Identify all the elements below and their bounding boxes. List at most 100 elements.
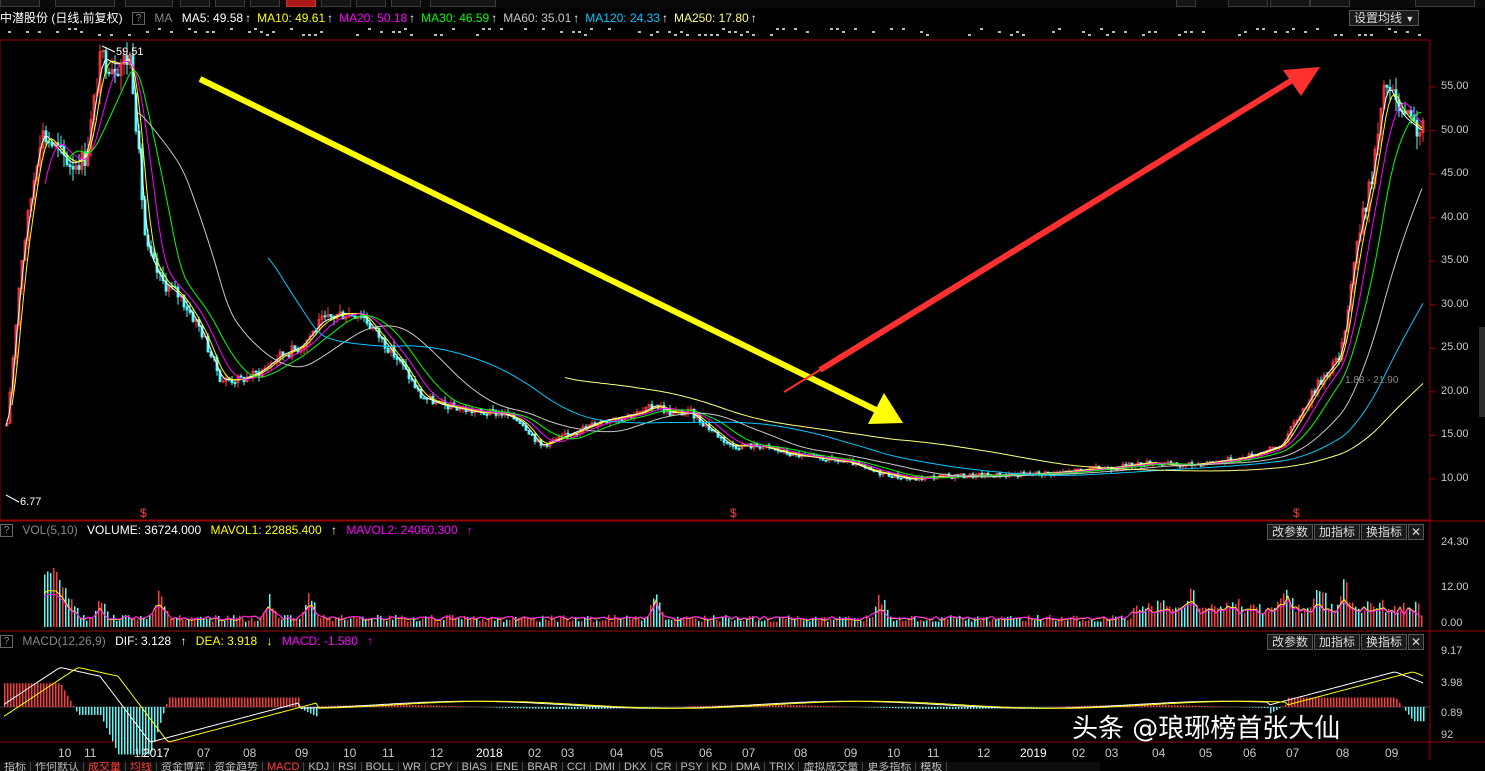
volume-bar bbox=[512, 618, 514, 627]
toolbar-button[interactable] bbox=[180, 0, 210, 7]
indicator-tab[interactable]: 指标 bbox=[0, 762, 31, 771]
macd-bar bbox=[1294, 697, 1296, 707]
macd-indicator[interactable]: MACD(12,26,9) bbox=[22, 634, 106, 648]
volume-bar bbox=[644, 617, 646, 627]
toolbar-button[interactable] bbox=[1176, 0, 1196, 7]
macd-switch-indicator-button[interactable]: 换指标 bbox=[1361, 634, 1408, 650]
volume-bar bbox=[575, 617, 577, 627]
indicator-tab[interactable]: KD bbox=[708, 762, 732, 771]
toolbar-button[interactable] bbox=[1270, 0, 1310, 7]
indicator-tab[interactable]: ENE bbox=[492, 762, 524, 771]
indicator-tab[interactable]: CR bbox=[652, 762, 677, 771]
volume-bar bbox=[1343, 579, 1345, 627]
macd-modify-params-button[interactable]: 改参数 bbox=[1267, 634, 1314, 650]
indicator-tab[interactable]: MACD bbox=[263, 762, 305, 771]
indicator-tab[interactable]: RSI bbox=[334, 762, 362, 771]
volume-bar bbox=[530, 618, 532, 627]
candle-body bbox=[788, 453, 792, 457]
candle-body bbox=[308, 335, 312, 341]
vol-indicator[interactable]: VOL(5,10) bbox=[22, 523, 78, 537]
macd-add-indicator-button[interactable]: 加指标 bbox=[1314, 634, 1361, 650]
indicator-tab[interactable]: DKX bbox=[620, 762, 652, 771]
macd-bar bbox=[1381, 697, 1383, 707]
macd-bar bbox=[319, 706, 321, 707]
indicator-tab[interactable]: BIAS bbox=[458, 762, 492, 771]
scrollbar[interactable] bbox=[1479, 327, 1485, 417]
event-marker bbox=[290, 28, 293, 30]
macd-bar bbox=[811, 705, 813, 707]
toolbar-button[interactable] bbox=[430, 0, 496, 7]
toolbar-button[interactable] bbox=[1415, 0, 1475, 7]
toolbar-button[interactable] bbox=[321, 0, 351, 7]
volume-bar bbox=[524, 616, 526, 627]
macd-bar bbox=[826, 705, 828, 707]
indicator-tab[interactable]: 均线 bbox=[126, 762, 157, 771]
toolbar-button[interactable] bbox=[125, 0, 173, 7]
macd-bar bbox=[1390, 697, 1392, 707]
toolbar-button[interactable] bbox=[356, 0, 386, 7]
indicator-tab[interactable]: DMI bbox=[591, 762, 620, 771]
vol-add-indicator-button[interactable]: 加指标 bbox=[1314, 524, 1361, 540]
toolbar-button[interactable] bbox=[286, 0, 316, 7]
vol-switch-indicator-button[interactable]: 换指标 bbox=[1361, 524, 1408, 540]
macd-dif: DIF: 3.128 bbox=[115, 634, 172, 648]
indicator-tab[interactable]: 资金趋势 bbox=[210, 762, 263, 771]
indicator-tab[interactable]: PSY bbox=[677, 762, 708, 771]
toolbar-button[interactable] bbox=[0, 0, 40, 7]
indicator-tab[interactable]: BOLL bbox=[362, 762, 399, 771]
indicator-tab[interactable]: 成交量 bbox=[84, 762, 126, 771]
event-marker bbox=[434, 34, 437, 36]
macd-bar bbox=[1219, 706, 1221, 707]
indicator-tab[interactable]: 资金博弈 bbox=[157, 762, 210, 771]
settings-ma-button[interactable]: 设置均线 ▼ bbox=[1349, 10, 1420, 26]
volume-bar bbox=[746, 618, 748, 627]
help-icon[interactable]: ? bbox=[132, 12, 146, 26]
volume-bar bbox=[155, 606, 157, 627]
help-icon[interactable]: ? bbox=[0, 524, 13, 538]
macd-bar bbox=[883, 707, 885, 708]
event-marker bbox=[266, 34, 269, 36]
volume-bar bbox=[380, 615, 382, 627]
volume-bar bbox=[854, 618, 856, 627]
indicator-tab[interactable]: CPY bbox=[426, 762, 458, 771]
volume-bar bbox=[287, 615, 289, 627]
candle-body bbox=[395, 356, 399, 360]
candle-body bbox=[221, 380, 225, 383]
volume-bar bbox=[236, 617, 238, 627]
indicator-tab[interactable]: 更多指标 bbox=[863, 762, 917, 771]
indicator-tab[interactable]: BRAR bbox=[523, 762, 563, 771]
event-marker bbox=[170, 31, 173, 33]
volume-bar bbox=[1136, 605, 1138, 627]
volume-bar bbox=[884, 599, 886, 627]
event-marker bbox=[1124, 31, 1127, 33]
macd-bar bbox=[1204, 705, 1206, 707]
watermark: 头条 @琅琊榜首张大仙 bbox=[1072, 714, 1341, 744]
volume-bar bbox=[275, 610, 277, 627]
indicator-tab[interactable]: CCI bbox=[563, 762, 591, 771]
toolbar-button[interactable] bbox=[250, 0, 280, 7]
indicator-tab[interactable]: 作何默认 bbox=[31, 762, 84, 771]
indicator-tab[interactable]: DMA bbox=[732, 762, 766, 771]
macd-close-icon[interactable]: ✕ bbox=[1408, 634, 1424, 650]
candle-body bbox=[566, 432, 570, 435]
indicator-tab[interactable]: 虚拟成交量 bbox=[799, 762, 864, 771]
help-icon[interactable]: ? bbox=[0, 635, 13, 649]
toolbar-button[interactable] bbox=[391, 0, 421, 7]
toolbar-button[interactable] bbox=[55, 0, 115, 7]
indicator-tab[interactable]: KDJ bbox=[304, 762, 335, 771]
indicator-tab[interactable]: 模板 bbox=[916, 762, 948, 771]
macd-bar bbox=[499, 707, 501, 708]
toolbar-button[interactable] bbox=[1228, 0, 1268, 7]
vol-modify-params-button[interactable]: 改参数 bbox=[1267, 524, 1314, 540]
x-axis-label: 2019 bbox=[1020, 746, 1047, 760]
volume-bar bbox=[461, 619, 463, 627]
volume-bar bbox=[749, 615, 751, 627]
toolbar-button[interactable] bbox=[1310, 0, 1350, 7]
indicator-tab[interactable]: WR bbox=[399, 762, 426, 771]
vol-close-icon[interactable]: ✕ bbox=[1408, 524, 1424, 540]
event-marker bbox=[1388, 28, 1391, 30]
indicator-tab[interactable]: TRIX bbox=[765, 762, 800, 771]
toolbar-button[interactable] bbox=[215, 0, 245, 7]
macd-tick-label: 9.17 bbox=[1441, 645, 1463, 657]
